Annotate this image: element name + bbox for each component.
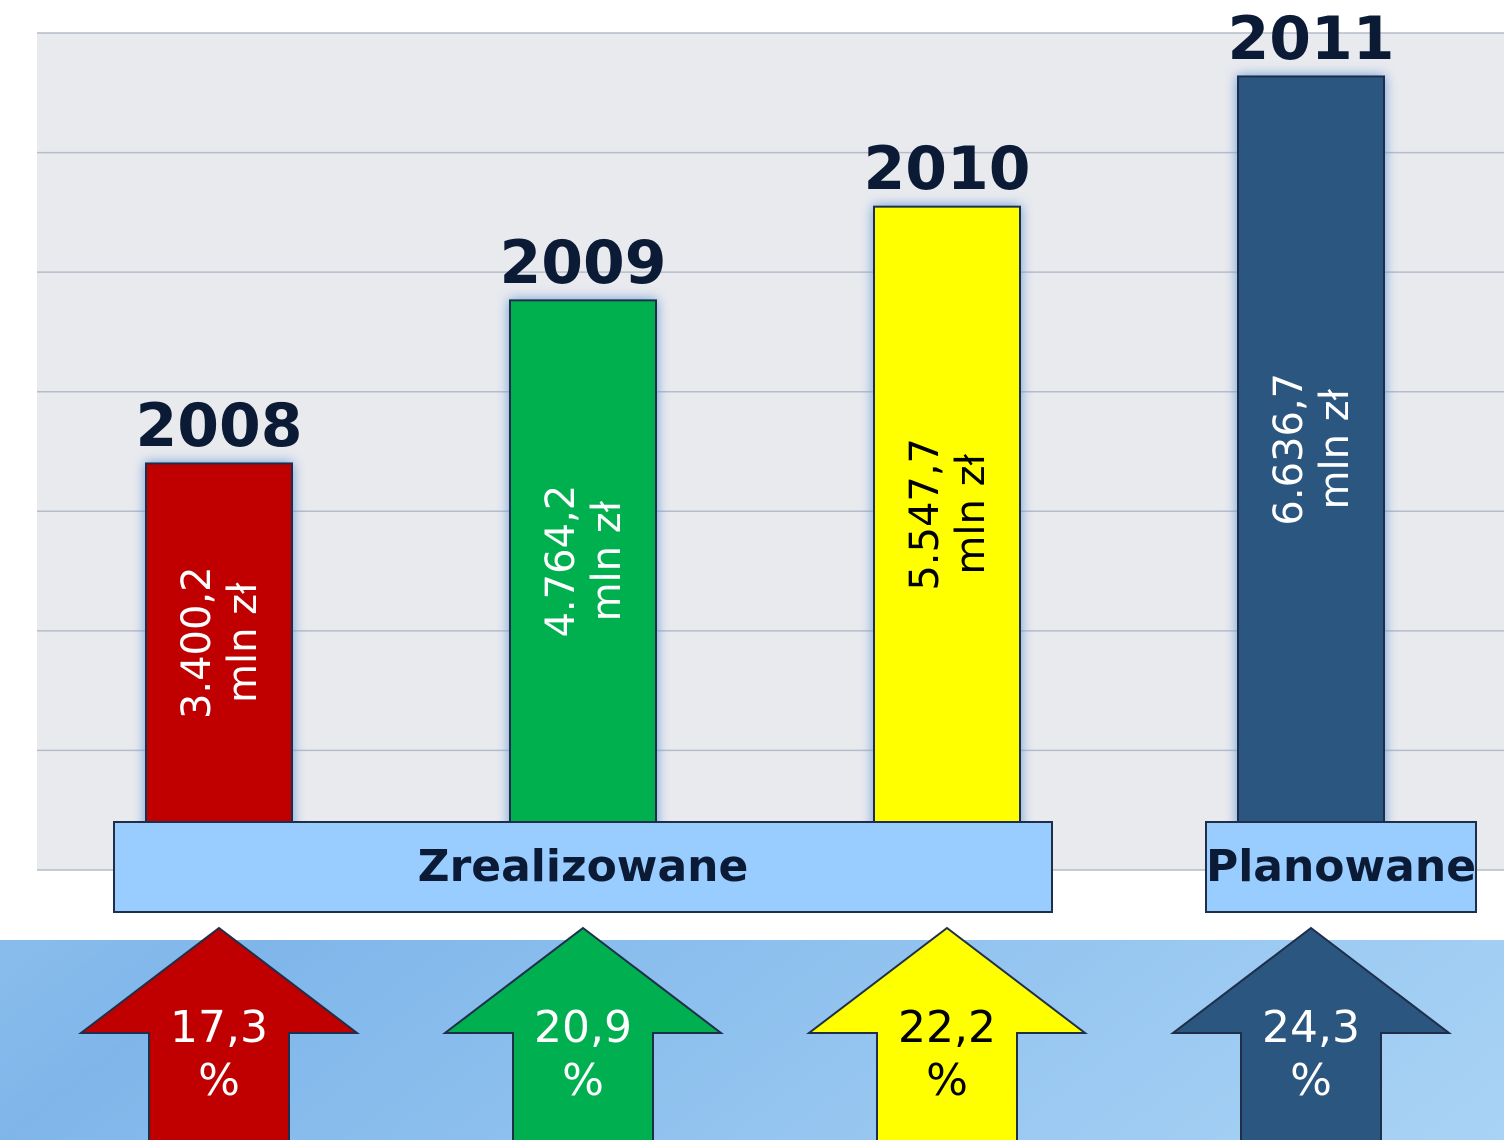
growth-arrow bbox=[442, 926, 724, 1140]
group-box bbox=[1205, 821, 1477, 913]
category-label: 2009 bbox=[500, 228, 667, 298]
value-number: 6.636,7 bbox=[1266, 373, 1312, 526]
growth-arrow bbox=[806, 926, 1088, 1140]
growth-unit: % bbox=[1290, 1055, 1332, 1106]
value-number: 4.764,2 bbox=[538, 485, 584, 638]
growth-label: 20,9 bbox=[534, 1002, 632, 1053]
bar bbox=[1237, 75, 1385, 871]
bar bbox=[873, 205, 1021, 872]
growth-label: 24,3 bbox=[1262, 1002, 1360, 1053]
value-unit: mln zł bbox=[584, 500, 630, 621]
group-label: Zrealizowane bbox=[418, 841, 749, 892]
bar bbox=[145, 462, 293, 871]
group-box bbox=[113, 821, 1053, 913]
growth-arrow bbox=[78, 926, 360, 1140]
bar bbox=[509, 299, 657, 871]
category-label: 2011 bbox=[1228, 4, 1395, 74]
value-number: 5.547,7 bbox=[902, 438, 948, 591]
value-label: 5.547,7mln zł bbox=[902, 438, 994, 591]
growth-label: 17,3 bbox=[170, 1002, 268, 1053]
value-unit: mln zł bbox=[1312, 388, 1358, 509]
group-label: Planowane bbox=[1206, 841, 1476, 892]
growth-arrow bbox=[1170, 926, 1452, 1140]
growth-unit: % bbox=[926, 1055, 968, 1106]
growth-unit: % bbox=[198, 1055, 240, 1106]
value-label: 3.400,2mln zł bbox=[174, 566, 266, 719]
growth-unit: % bbox=[562, 1055, 604, 1106]
category-label: 2010 bbox=[864, 134, 1031, 204]
value-label: 4.764,2mln zł bbox=[538, 485, 630, 638]
value-label: 6.636,7mln zł bbox=[1266, 373, 1358, 526]
value-number: 3.400,2 bbox=[174, 566, 220, 719]
value-unit: mln zł bbox=[948, 453, 994, 574]
value-unit: mln zł bbox=[220, 582, 266, 703]
growth-label: 22,2 bbox=[898, 1002, 996, 1053]
category-label: 2008 bbox=[136, 391, 303, 461]
